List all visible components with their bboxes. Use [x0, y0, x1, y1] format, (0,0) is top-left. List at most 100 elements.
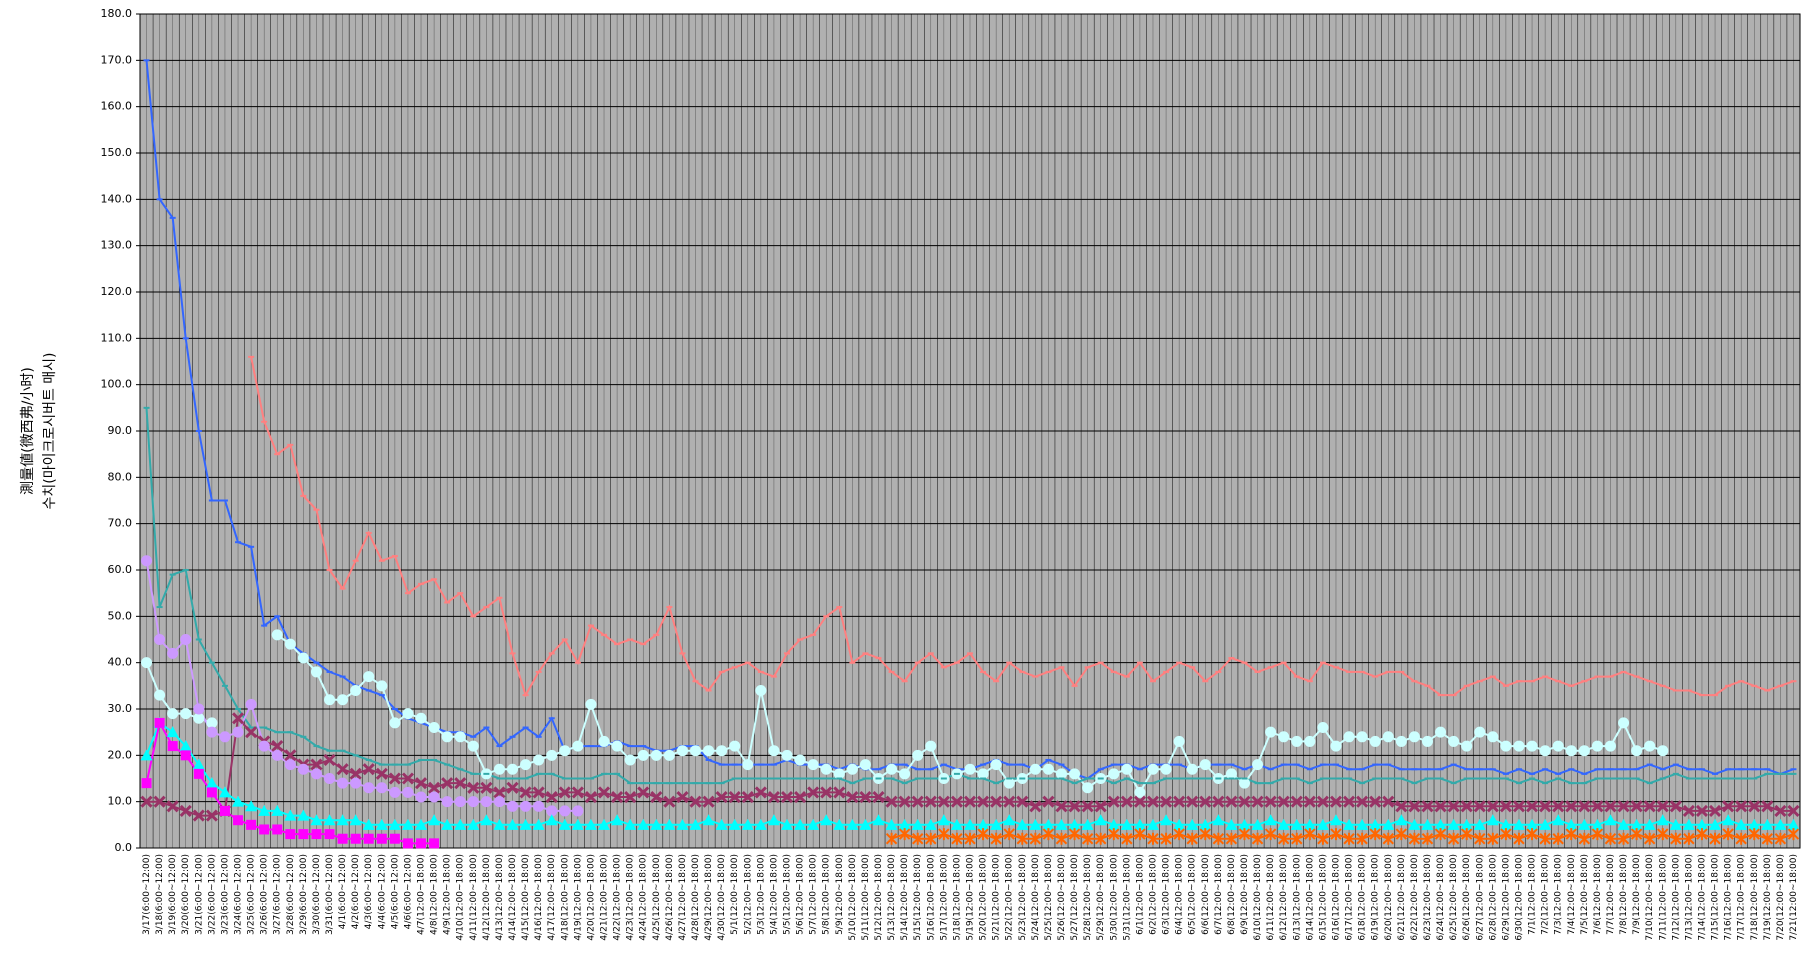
point-marker	[297, 652, 309, 664]
point-marker	[258, 740, 270, 752]
point-marker	[376, 680, 388, 692]
point-marker	[271, 629, 283, 641]
point-marker	[193, 712, 205, 724]
point-marker	[206, 787, 217, 798]
point-marker	[441, 818, 454, 830]
x-tick-label: 4/21(12:00~18:00)	[600, 854, 610, 941]
x-tick-label: 6/16(12:00~18:00)	[1331, 854, 1341, 941]
point-marker	[1173, 795, 1186, 808]
point-marker	[349, 767, 362, 780]
point-marker	[1761, 832, 1774, 845]
y-tick-label: 20.0	[108, 748, 133, 761]
point-marker	[349, 814, 362, 826]
point-marker	[1134, 828, 1146, 841]
axes: 3/17(6:00~12:00) 3/18(6:00~12:00) 3/19(6:0…	[101, 7, 1799, 941]
point-marker	[1068, 828, 1081, 841]
point-marker	[558, 818, 571, 830]
point-marker	[350, 833, 361, 844]
point-marker	[415, 791, 427, 803]
x-tick-label: 5/12(12:00~18:00)	[874, 854, 884, 941]
x-tick-label: 6/17(12:00~18:00)	[1345, 854, 1355, 941]
x-tick-label: 7/6(12:00~18:00)	[1593, 854, 1603, 935]
point-marker	[650, 790, 663, 804]
point-marker	[1277, 818, 1290, 830]
point-marker	[571, 818, 584, 830]
x-tick-label: 3/20(6:00~12:00)	[181, 854, 191, 935]
x-tick-label: 7/3(12:00~18:00)	[1554, 854, 1564, 935]
point-marker	[794, 818, 807, 830]
y-tick-label: 50.0	[108, 609, 133, 622]
point-marker	[820, 786, 833, 799]
point-marker	[1761, 800, 1774, 813]
point-marker	[1656, 800, 1669, 813]
y-axis-title: 수치(마이크로시버트 매시)	[42, 352, 58, 509]
point-marker	[741, 818, 754, 830]
point-marker	[1408, 800, 1421, 813]
point-marker	[1173, 735, 1185, 747]
point-marker	[1107, 818, 1120, 830]
x-tick-label: 5/11(12:00~18:00)	[861, 854, 871, 941]
point-marker	[1238, 777, 1250, 789]
point-marker	[1578, 800, 1591, 813]
point-marker	[1682, 804, 1695, 817]
point-marker	[1461, 740, 1473, 752]
point-marker	[519, 786, 532, 799]
point-marker	[362, 763, 375, 776]
point-marker	[1774, 804, 1787, 817]
point-marker	[1748, 800, 1761, 813]
point-marker	[663, 749, 675, 761]
point-marker	[428, 781, 441, 794]
x-tick-label: 5/14(12:00~18:00)	[900, 854, 910, 941]
point-marker	[964, 763, 976, 775]
point-marker	[284, 749, 297, 762]
point-marker	[1434, 818, 1447, 830]
point-marker	[1578, 745, 1590, 757]
y-tick-label: 30.0	[108, 702, 133, 715]
x-tick-label: 7/2(12:00~18:00)	[1541, 854, 1551, 935]
x-tick-label: 6/27(12:00~18:00)	[1475, 854, 1485, 941]
point-marker	[1316, 818, 1329, 830]
x-tick-label: 6/9(12:00~18:00)	[1240, 854, 1250, 935]
point-marker	[1539, 818, 1552, 830]
point-marker	[154, 634, 166, 645]
point-marker	[990, 832, 1002, 845]
x-tick-label: 5/31(12:00~18:00)	[1122, 854, 1132, 941]
point-marker	[1395, 800, 1408, 813]
point-marker	[1225, 818, 1238, 830]
point-marker	[1186, 795, 1199, 808]
point-marker	[141, 555, 153, 567]
x-tick-label: 3/18(6:00~12:00)	[155, 854, 165, 935]
point-marker	[637, 786, 650, 799]
point-marker	[1525, 800, 1539, 813]
point-marker	[794, 790, 807, 804]
point-marker	[559, 805, 571, 817]
point-marker	[1107, 795, 1120, 808]
point-marker	[1186, 763, 1198, 775]
x-tick-label: 7/18(12:00~18:00)	[1750, 854, 1760, 941]
x-tick-label: 7/10(12:00~18:00)	[1645, 854, 1655, 941]
point-marker	[885, 795, 898, 808]
point-marker	[650, 749, 662, 761]
x-tick-label: 4/9(12:00~18:00)	[443, 854, 453, 935]
point-marker	[963, 795, 977, 808]
x-tick-label: 4/15(12:00~18:00)	[521, 854, 531, 941]
point-marker	[598, 735, 610, 747]
y-tick-label: 10.0	[108, 795, 133, 808]
point-marker	[794, 754, 806, 766]
point-marker	[1513, 832, 1525, 845]
point-marker	[1055, 832, 1068, 845]
point-marker	[1630, 818, 1643, 830]
x-tick-label: 7/5(12:00~18:00)	[1580, 854, 1590, 935]
x-tick-label: 4/8(12:00~18:00)	[430, 854, 440, 935]
point-marker	[1003, 828, 1015, 841]
point-marker	[545, 790, 558, 804]
point-marker	[911, 818, 924, 830]
x-tick-label: 6/29(12:00~18:00)	[1501, 854, 1511, 941]
point-marker	[1186, 818, 1199, 830]
point-marker	[1055, 800, 1068, 813]
point-marker	[728, 790, 741, 804]
x-tick-label: 6/23(12:00~18:00)	[1423, 854, 1433, 941]
x-tick-label: 4/17(12:00~18:00)	[547, 854, 557, 941]
x-tick-label: 3/19(6:00~12:00)	[168, 854, 178, 935]
point-marker	[167, 647, 179, 659]
